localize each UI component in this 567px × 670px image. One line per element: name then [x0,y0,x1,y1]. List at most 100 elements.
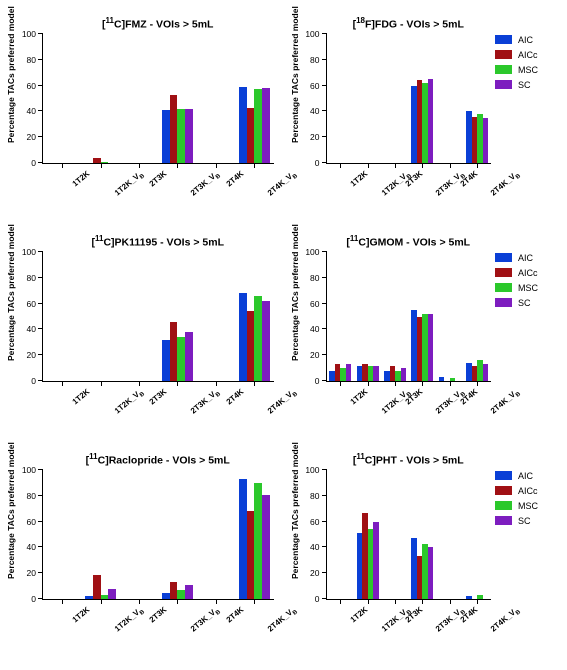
y-tick-label: 60 [27,81,36,91]
x-tick [216,163,217,168]
x-tick [62,163,63,168]
y-tick [38,303,43,304]
x-tick [62,599,63,604]
panel-title: [11C]Raclopride - VOIs > 5mL [42,450,274,466]
y-tick [322,303,327,304]
bar [428,314,433,381]
y-tick [322,85,327,86]
y-tick-label: 80 [27,55,36,65]
x-tick [177,163,178,168]
legend: AICAICcMSCSC [495,250,565,310]
x-tick [101,163,102,168]
panel-title: [11C]FMZ - VOIs > 5mL [42,14,274,30]
bar [373,366,378,381]
y-tick-label: 0 [31,158,36,168]
y-axis-label: Percentage TACs preferred model [6,449,16,579]
legend-item: MSC [495,498,565,513]
legend-swatch [495,50,512,59]
y-tick [322,598,327,599]
legend-swatch [495,268,512,277]
x-tick-label: 1T2K_VB [113,169,146,200]
legend-item: MSC [495,280,565,295]
y-tick [322,328,327,329]
x-tick [340,599,341,604]
y-tick [322,495,327,496]
legend-item: SC [495,77,565,92]
legend-item: SC [495,295,565,310]
legend-item: AIC [495,32,565,47]
legend-label: AICc [518,50,538,60]
bar [254,89,262,163]
y-tick-label: 100 [22,247,36,257]
bar [262,301,270,381]
y-axis-label: Percentage TACs preferred model [6,13,16,143]
bar [93,575,101,600]
panel-pht: [11C]PHT - VOIs > 5mL Percentage TACs pre… [284,444,567,658]
panel-title: [18F]FDG - VOIs > 5mL [326,14,492,30]
x-tick [368,163,369,168]
legend-label: AIC [518,35,533,45]
legend-swatch [495,283,512,292]
plot-area: 0204060801001T2K1T2K_VB2T3K2T3K_VB2T4K2T… [326,470,492,600]
panel-pk11195: [11C]PK11195 - VOIs > 5mLPercentage TACs… [0,226,284,440]
x-tick [395,599,396,604]
y-tick-label: 40 [27,106,36,116]
x-tick [450,599,451,604]
y-tick [38,136,43,137]
y-tick [322,251,327,252]
x-tick-label: 1T2K_VB [113,605,146,636]
legend-swatch [495,471,512,480]
bar [93,158,101,163]
y-tick [322,380,327,381]
bar [239,479,247,599]
x-tick [216,599,217,604]
x-tick [340,163,341,168]
y-tick [38,251,43,252]
panel-gmom: [11C]GMOM - VOIs > 5mLPercentage TACs pr… [284,226,567,440]
figure-grid: [11C]FMZ - VOIs > 5mL Percentage TACs pre… [0,8,567,658]
x-tick [368,599,369,604]
x-tick [139,599,140,604]
y-tick [38,110,43,111]
bar [247,108,255,163]
y-tick-label: 100 [22,29,36,39]
panel-fdg: [18F]FDG - VOIs > 5mLPercentage TACs pre… [284,8,567,222]
legend-label: MSC [518,283,538,293]
x-tick-label: 2T3K [148,387,169,406]
y-tick [322,469,327,470]
bar [101,595,109,599]
y-tick-label: 0 [315,594,320,604]
x-tick-label: 2T3K_VB [189,387,222,418]
y-tick-label: 0 [31,376,36,386]
x-tick [477,163,478,168]
y-tick [38,162,43,163]
bar [401,368,406,381]
x-tick [422,381,423,386]
legend-item: SC [495,513,565,528]
y-tick [322,33,327,34]
y-tick-label: 100 [305,29,319,39]
y-tick [322,521,327,522]
legend-label: SC [518,80,531,90]
bar [262,495,270,599]
legend-swatch [495,298,512,307]
bar [185,585,193,599]
x-tick-label: 2T4K_VB [489,169,522,200]
x-tick [177,599,178,604]
bar [177,337,185,381]
x-tick [422,163,423,168]
bar [170,582,178,599]
x-tick [62,381,63,386]
x-tick-label: 2T4K [224,169,245,188]
panel-title: [11C]PHT - VOIs > 5mL [326,450,492,466]
y-tick-label: 80 [310,491,319,501]
y-axis-label: Percentage TACs preferred model [290,449,300,579]
bar [428,547,433,599]
panel-title: [11C]PK11195 - VOIs > 5mL [42,232,274,248]
x-tick [450,381,451,386]
bar [428,79,433,163]
legend-swatch [495,516,512,525]
legend-swatch [495,501,512,510]
y-tick [322,354,327,355]
y-tick [38,598,43,599]
